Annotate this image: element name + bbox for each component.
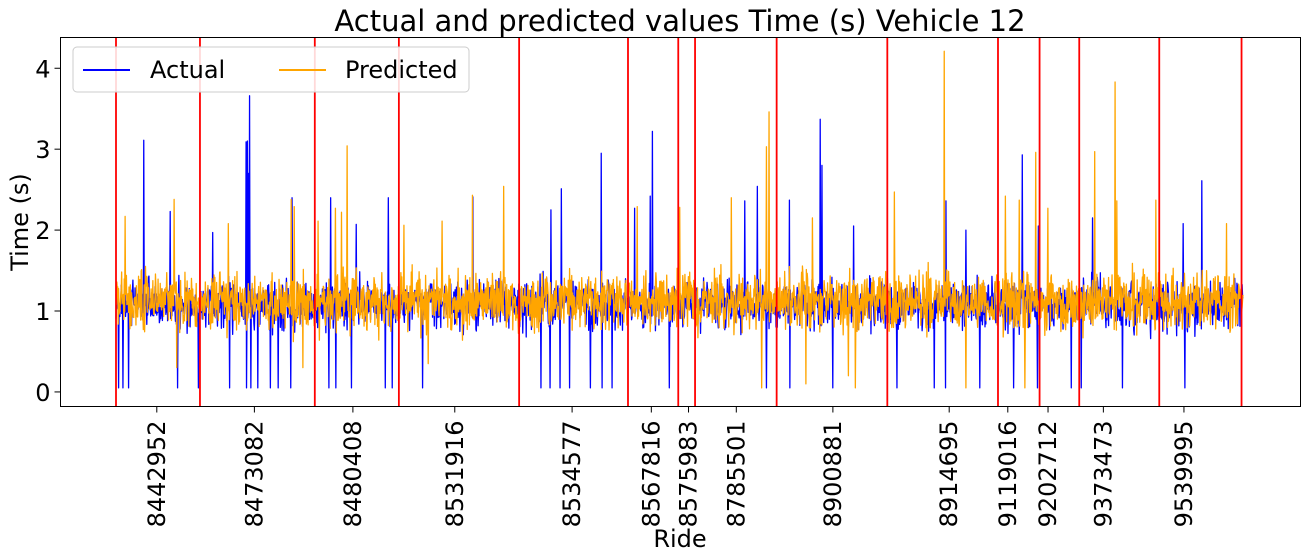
plot-series — [115, 50, 1244, 389]
x-tick-label: 8785501 — [722, 421, 750, 528]
legend-label-predicted: Predicted — [345, 56, 458, 84]
x-axis-label: Ride — [653, 525, 706, 553]
y-tick-label: 1 — [35, 298, 50, 326]
chart-title: Actual and predicted values Time (s) Veh… — [334, 4, 1025, 38]
x-tick-label: 9119016 — [994, 421, 1022, 528]
x-tick-label: 9539995 — [1170, 421, 1198, 528]
y-tick-label: 0 — [35, 379, 50, 407]
x-tick-label: 8534577 — [558, 421, 586, 528]
x-tick-label: 8480408 — [339, 421, 367, 528]
legend: Actual Predicted — [72, 46, 470, 93]
x-tick-label: 8575983 — [675, 421, 703, 528]
x-tick-label: 8473082 — [240, 421, 268, 528]
x-tick-label: 8531916 — [441, 421, 469, 528]
y-tick-label: 3 — [35, 136, 50, 164]
y-tick-label: 2 — [35, 217, 50, 245]
legend-box — [72, 46, 470, 93]
y-axis: 0 1 2 3 4 — [35, 55, 61, 407]
series-predicted-line — [115, 50, 1244, 389]
plot-frame — [60, 37, 1301, 407]
x-tick-label: 9373473 — [1089, 421, 1117, 528]
legend-label-actual: Actual — [150, 56, 225, 84]
ride-boundary-lines — [115, 37, 1243, 407]
y-axis-label: Time (s) — [6, 173, 34, 272]
y-tick-label: 4 — [35, 55, 50, 83]
x-tick-label: 8900881 — [819, 421, 847, 528]
x-tick-label: 8442952 — [143, 421, 171, 528]
x-tick-label: 8914695 — [935, 421, 963, 528]
x-axis: 8442952 8473082 8480408 8531916 8534577 85678… — [143, 406, 1198, 528]
x-tick-label: 9202712 — [1034, 421, 1062, 528]
x-tick-label: 8567816 — [637, 421, 665, 528]
